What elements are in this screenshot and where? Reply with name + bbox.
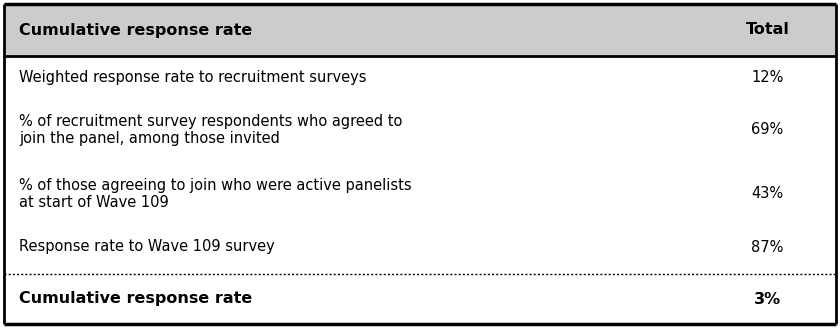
Text: 43%: 43% [751,187,784,201]
Text: % of recruitment survey respondents who agreed to
join the panel, among those in: % of recruitment survey respondents who … [19,114,402,146]
Text: Cumulative response rate: Cumulative response rate [19,23,252,37]
Text: 87%: 87% [751,239,784,255]
Text: Response rate to Wave 109 survey: Response rate to Wave 109 survey [19,239,275,255]
Bar [4,274,836,324]
Text: % of those agreeing to join who were active panelists
at start of Wave 109: % of those agreeing to join who were act… [19,178,412,210]
Text: Weighted response rate to recruitment surveys: Weighted response rate to recruitment su… [19,70,366,85]
Text: Cumulative response rate: Cumulative response rate [19,292,252,306]
Bar [4,4,836,56]
Bar [4,56,836,274]
Text: Total: Total [745,23,790,37]
Text: 12%: 12% [751,70,784,85]
Text: 69%: 69% [751,122,784,137]
Text: 3%: 3% [753,292,781,306]
